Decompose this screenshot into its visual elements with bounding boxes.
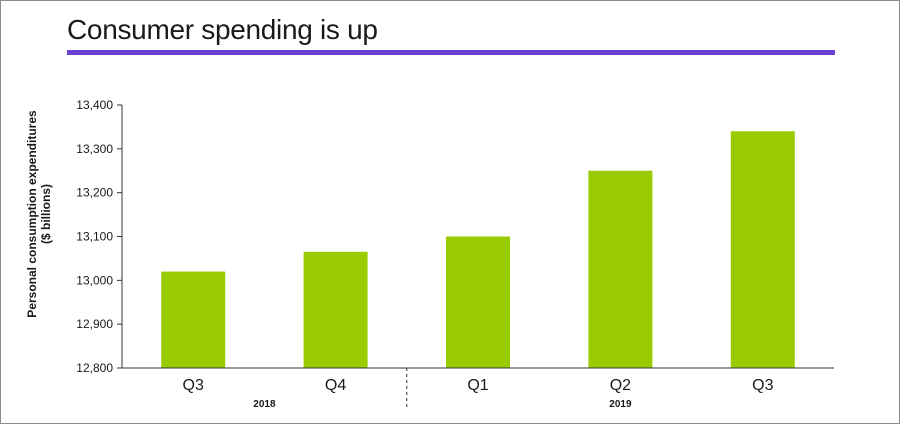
x-tick-label: Q4 xyxy=(325,377,346,394)
y-tick-label: 12,800 xyxy=(76,361,113,375)
chart-title: Consumer spending is up xyxy=(67,14,378,45)
y-tick-label: 12,900 xyxy=(76,317,113,331)
y-tick-label: 13,200 xyxy=(76,186,113,200)
bar-5 xyxy=(730,131,795,368)
x-tick-label: Q3 xyxy=(183,377,204,394)
x-group-label: 2019 xyxy=(609,399,632,410)
y-tick-label: 13,300 xyxy=(76,142,113,156)
x-tick-label: Q3 xyxy=(752,377,773,394)
bar-2 xyxy=(303,251,368,368)
y-tick-label: 13,100 xyxy=(76,230,113,244)
bar-3 xyxy=(446,236,510,368)
y-axis-label-line-2: ($ billions) xyxy=(39,184,53,244)
bar-1 xyxy=(161,271,226,368)
title-underline xyxy=(67,50,835,55)
y-tick-label: 13,400 xyxy=(76,98,113,112)
x-tick-label: Q1 xyxy=(467,377,488,394)
y-axis-label-line-1: Personal consumption expenditures xyxy=(25,110,39,318)
y-tick-label: 13,000 xyxy=(76,273,113,287)
x-tick-label: Q2 xyxy=(610,377,631,394)
bar-4 xyxy=(588,170,653,368)
x-group-label: 2018 xyxy=(253,399,276,410)
y-axis-label: Personal consumption expenditures ($ bil… xyxy=(25,110,53,317)
